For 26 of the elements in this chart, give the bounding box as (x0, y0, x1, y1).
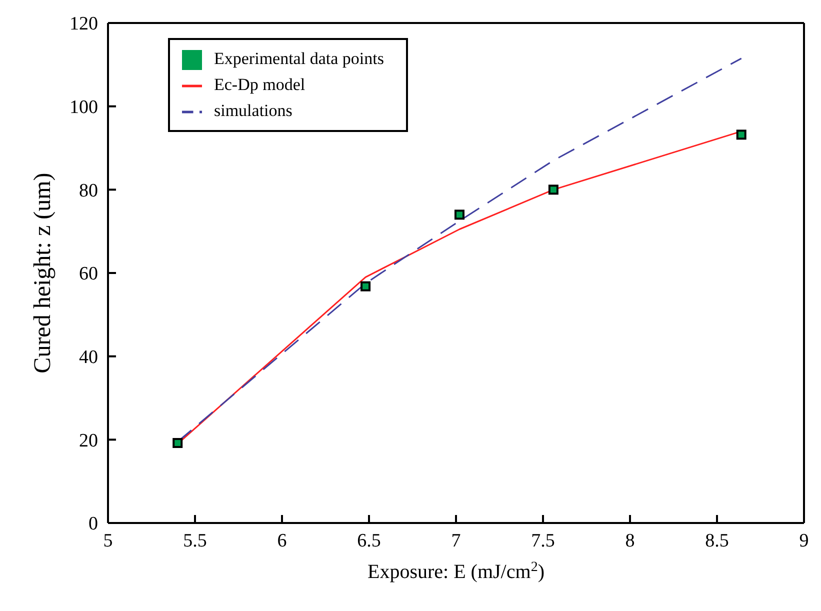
legend-label: Ec-Dp model (214, 75, 306, 94)
x-tick-label: 5.5 (183, 530, 207, 552)
x-tick-label: 7 (451, 530, 461, 552)
y-axis-title: Cured height: z (um) (30, 172, 56, 374)
point (360, 281, 371, 292)
legend-label: Experimental data points (214, 49, 384, 68)
x-tick-label: 5 (103, 530, 113, 552)
point (454, 210, 464, 220)
x-tick-label: 6.5 (357, 530, 381, 552)
y-tick-label: 100 (70, 97, 98, 118)
legend-label: simulations (214, 101, 292, 120)
y-tick-label: 120 (70, 14, 98, 35)
y-tick-label: 0 (88, 514, 98, 535)
point (736, 130, 746, 140)
x-tick-label: 9 (799, 530, 809, 552)
x-axis-title: Exposure: E (mJ/cm$^{2}$) (368, 560, 544, 583)
y-tick-label: 60 (79, 264, 98, 285)
x-tick-label: 6 (277, 530, 287, 552)
x-tick-label: 8.5 (705, 530, 729, 552)
point (548, 184, 558, 195)
y-tick-label: 80 (79, 180, 98, 202)
x-tick-label: 8 (625, 530, 635, 552)
y-tick-label: 40 (79, 347, 98, 368)
y-tick-label: 20 (79, 430, 98, 452)
x-tick-label: 7.5 (531, 530, 555, 552)
point (172, 438, 183, 448)
